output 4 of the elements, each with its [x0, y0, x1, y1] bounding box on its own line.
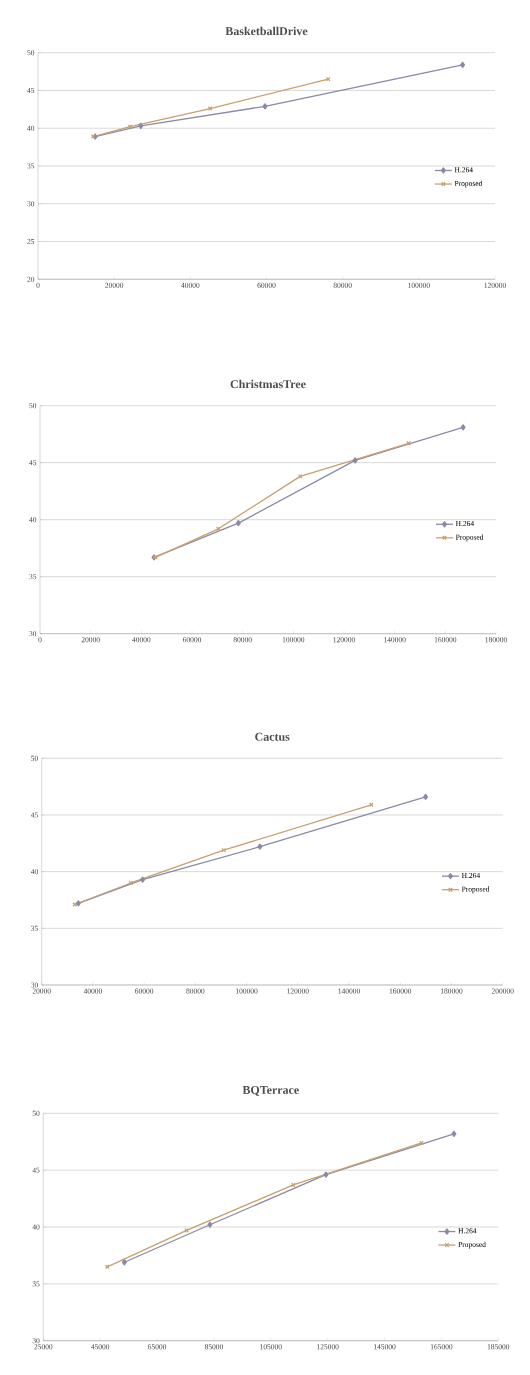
chart-title: BQTerrace — [242, 1085, 299, 1096]
chart-title: Cactus — [255, 732, 290, 741]
chart-title: ChristmasTree — [230, 379, 306, 389]
chart-title: BasketballDrive — [225, 26, 308, 36]
